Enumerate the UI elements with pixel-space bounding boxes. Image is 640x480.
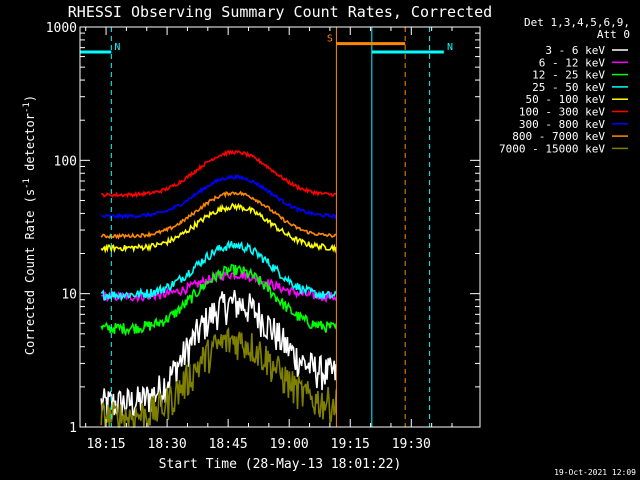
legend-label-0: 3 - 6 keV xyxy=(545,44,605,57)
x-tick-label-5: 19:30 xyxy=(392,437,431,452)
y-tick-label-1: 10 xyxy=(61,288,77,303)
series-line-3 xyxy=(100,239,337,302)
legend-header-line1: Det 1,3,4,5,6,9, xyxy=(524,16,630,29)
plot-frame xyxy=(79,26,481,428)
x-tick-label-0: 18:15 xyxy=(86,437,125,452)
y-tick-label-0: 1 xyxy=(69,421,77,436)
footer-timestamp: 19-Oct-2021 12:09 xyxy=(554,468,636,477)
x-tick-label-3: 19:00 xyxy=(270,437,309,452)
flag-label-0: N xyxy=(114,42,120,53)
y-tick-label-3: 1000 xyxy=(46,21,77,36)
y-axis-label: Corrected Count Rate (s-1 detector-1) xyxy=(22,95,37,355)
legend-header-line2: Att 0 xyxy=(597,28,630,41)
series-line-7 xyxy=(100,190,337,240)
legend-label-4: 50 - 100 keV xyxy=(526,93,606,106)
y-tick-label-2: 100 xyxy=(54,154,77,169)
flag-label-2: S xyxy=(327,34,333,45)
axes: 18:15 18:30 18:45 19:00 19:15 19:30 1 10 100 1000 xyxy=(46,21,481,452)
flag-label-1: N xyxy=(447,42,453,53)
series-line-5 xyxy=(100,149,337,199)
x-tick-label-4: 19:15 xyxy=(331,437,370,452)
legend-label-3: 25 - 50 keV xyxy=(532,81,605,94)
chart-title: RHESSI Observing Summary Count Rates, Co… xyxy=(68,3,492,21)
series-line-6 xyxy=(101,173,337,220)
legend-label-8: 7000 - 15000 keV xyxy=(499,142,605,155)
series-line-8 xyxy=(100,326,337,428)
x-tick-label-2: 18:45 xyxy=(209,437,248,452)
legend-label-1: 6 - 12 keV xyxy=(539,56,606,69)
legend-label-6: 300 - 800 keV xyxy=(519,118,605,131)
legend-label-2: 12 - 25 keV xyxy=(532,69,605,82)
x-tick-label-1: 18:30 xyxy=(148,437,187,452)
x-axis-label: Start Time (28-May-13 18:01:22) xyxy=(159,457,402,472)
series-line-2 xyxy=(100,263,337,337)
legend-label-5: 100 - 300 keV xyxy=(519,106,605,119)
series-line-0 xyxy=(100,289,337,419)
series-line-4 xyxy=(100,202,337,254)
legend-label-7: 800 - 7000 keV xyxy=(512,130,605,143)
